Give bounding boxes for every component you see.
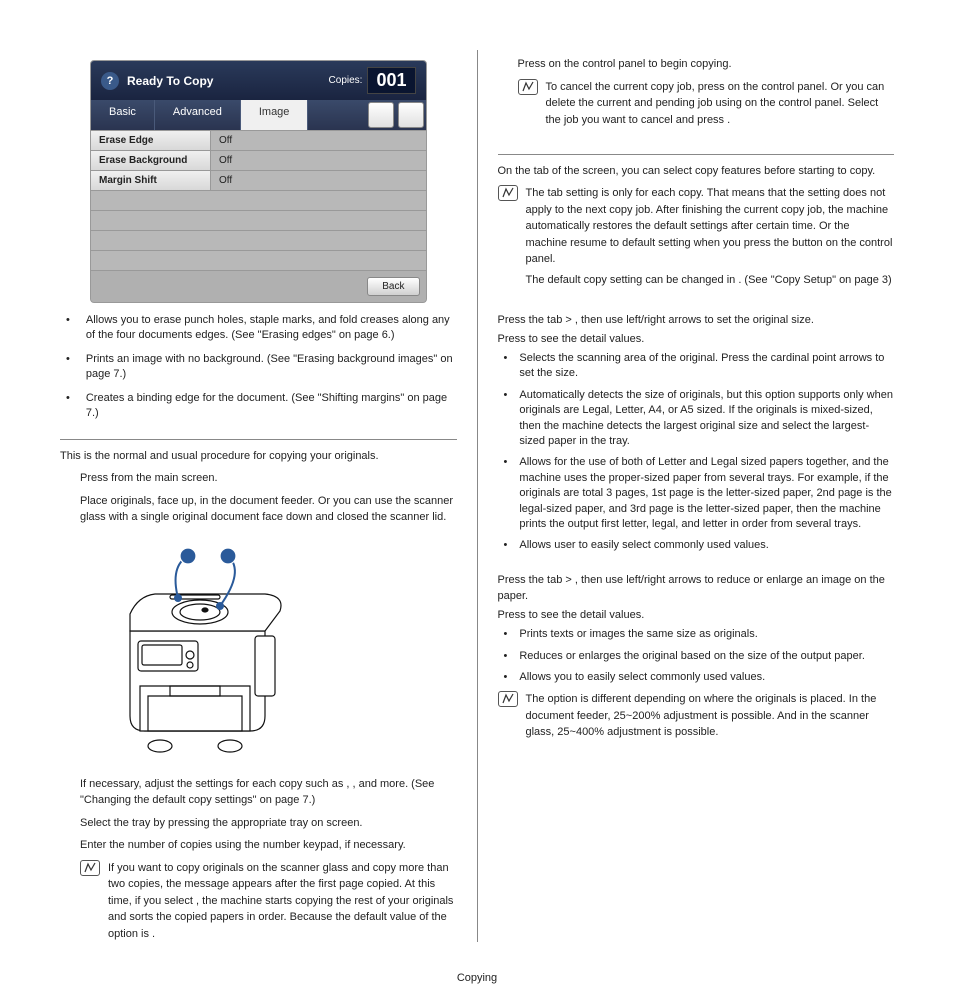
para-press-detail2: Press to see the detail values.	[498, 607, 895, 624]
note-cancel: To cancel the current copy job, press on…	[518, 79, 895, 129]
tab-basic[interactable]: Basic	[91, 100, 155, 130]
page-footer: Copying	[0, 962, 954, 1004]
note-icon	[498, 185, 518, 201]
intro-text: This is the normal and usual procedure f…	[60, 448, 457, 465]
step-adjust: If necessary, adjust the settings for ea…	[80, 776, 457, 809]
reduce-enlarge-bullets: Prints texts or images the same size as …	[498, 627, 895, 685]
note-scanner-glass: If you want to copy originals on the sca…	[80, 860, 457, 943]
ui-grid: Erase Edge Off Erase Background Off Marg…	[91, 130, 426, 270]
ui-icon-2[interactable]	[398, 102, 424, 128]
para-press-tab: Press the tab > , then use left/right ar…	[498, 312, 895, 329]
table-row: Erase Edge Off	[91, 130, 426, 150]
para-press-detail: Press to see the detail values.	[498, 331, 895, 348]
help-icon[interactable]: ?	[101, 72, 119, 90]
tab-image[interactable]: Image	[241, 100, 309, 130]
para-press-tab2: Press the tab > , then use left/right ar…	[498, 572, 895, 605]
bullet-erase-bg: Prints an image with no background. (See…	[86, 352, 457, 383]
step-number: Enter the number of copies using the num…	[80, 837, 457, 854]
step-tray: Select the tray by pressing the appropri…	[80, 815, 457, 832]
ui-tabs: Basic Advanced Image	[91, 100, 426, 130]
step-begin: Press on the control panel to begin copy…	[518, 56, 895, 73]
section-divider	[60, 439, 457, 440]
note-icon	[498, 691, 518, 707]
ui-icon-1[interactable]	[368, 102, 394, 128]
section-divider	[498, 154, 895, 155]
copies-value: 001	[367, 67, 415, 94]
ui-titlebar: ? Ready To Copy Copies: 001	[91, 61, 426, 100]
table-row: Erase Background Off	[91, 150, 426, 170]
original-size-bullets: Selects the scanning area of the origina…	[498, 351, 895, 554]
note-icon	[80, 860, 100, 876]
printer-illustration	[100, 536, 310, 766]
tab-advanced[interactable]: Advanced	[155, 100, 241, 130]
bullet-erase-edge: Allows you to erase punch holes, staple …	[86, 313, 457, 344]
step-press: Press from the main screen.	[80, 470, 457, 487]
printer-screen-mock: ? Ready To Copy Copies: 001 Basic Advanc…	[90, 60, 427, 303]
feature-bullets: Allows you to erase punch holes, staple …	[60, 313, 457, 421]
step-place: Place originals, face up, in the documen…	[80, 493, 457, 526]
copies-label: Copies:	[329, 75, 363, 86]
note-icon	[518, 79, 538, 95]
para-on-tab: On the tab of the screen, you can select…	[498, 163, 895, 180]
note-option-diff: The option is different depending on whe…	[498, 691, 895, 741]
note-tab-setting: The tab setting is only for each copy. T…	[498, 185, 895, 288]
table-row: Margin Shift Off	[91, 170, 426, 190]
back-button[interactable]: Back	[367, 277, 419, 296]
bullet-margin: Creates a binding edge for the document.…	[86, 391, 457, 422]
ui-title: Ready To Copy	[127, 74, 329, 88]
